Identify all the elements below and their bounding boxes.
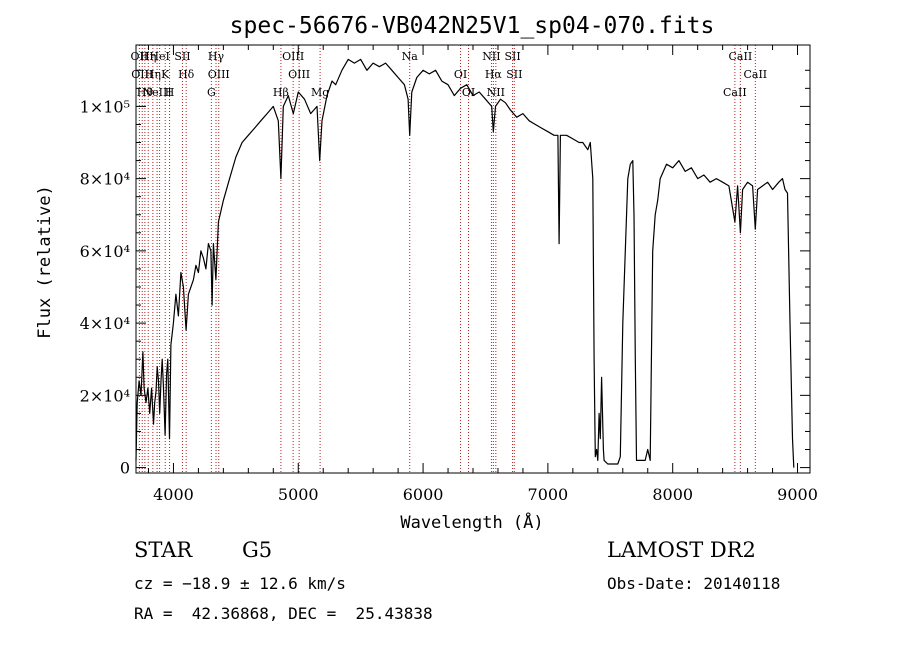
spectral-line-label: Mg xyxy=(311,86,329,99)
x-tick-label: 6000 xyxy=(403,485,444,504)
spectral-line-label: H xyxy=(165,86,175,99)
spectral-line-label: OIII xyxy=(282,50,304,63)
x-tick-label: 4000 xyxy=(153,485,194,504)
spectral-line-label: SII xyxy=(504,50,520,63)
spectral-line-label: SII xyxy=(174,50,190,63)
y-tick-label: 2×10⁴ xyxy=(80,386,130,405)
y-tick-label: 0 xyxy=(120,459,130,478)
chart-title: spec-56676-VB042N25V1_sp04-070.fits xyxy=(230,13,715,39)
coordinates-text: RA = 42.36868, DEC = 25.43838 xyxy=(134,604,433,623)
x-tick-label: 8000 xyxy=(652,485,693,504)
spectrum-series xyxy=(135,58,795,468)
x-tick-label: 5000 xyxy=(278,485,319,504)
spectral-line-label: Na xyxy=(402,50,419,63)
spectral-line-label: G xyxy=(207,86,216,99)
spectral-line-label: SII xyxy=(506,68,522,81)
object-subclass: G5 xyxy=(242,538,273,562)
spectral-line-label: Hθ xyxy=(137,86,154,99)
spectral-line-label: OIII xyxy=(208,68,230,81)
spectral-line-label: Hγ xyxy=(208,50,225,63)
plot-frame xyxy=(135,44,811,474)
spectral-line-labels: OII OIII Hθ Hη Hη NeIII HeI KH SII Hδ G Hγ OIII Hβ OII… xyxy=(131,50,768,99)
y-tick-label: 4×10⁴ xyxy=(80,314,130,333)
spectral-line-label: Hη xyxy=(145,68,161,81)
spectral-line-label: CaII xyxy=(743,68,767,81)
spectral-line-label: OI xyxy=(454,68,467,81)
spectral-line-label: Hη xyxy=(140,50,156,63)
y-axis-label: Flux (relative) xyxy=(35,185,55,339)
spectral-line-label: CaII xyxy=(729,50,753,63)
x-axis: 4000 5000 6000 7000 8000 9000 xyxy=(147,45,818,504)
spectral-line-label: NeIII xyxy=(143,86,172,99)
x-tick-label: 9000 xyxy=(777,485,818,504)
obs-date-text: Obs-Date: 20140118 xyxy=(607,574,781,593)
spectral-line-label: OIII xyxy=(288,68,310,81)
spectral-line-label: Hδ xyxy=(178,68,195,81)
x-tick-label: 7000 xyxy=(528,485,569,504)
spectrum-line xyxy=(135,58,795,468)
spectral-line-label: OIII xyxy=(131,68,153,81)
spectral-line-label: HeI xyxy=(149,50,169,63)
spectral-line-label: NII xyxy=(482,50,500,63)
x-axis-label: Wavelength (Å) xyxy=(400,511,543,533)
y-tick-label: 6×10⁴ xyxy=(80,242,130,261)
object-class: STAR xyxy=(134,538,193,562)
redshift-text: cz = −18.9 ± 12.6 km/s xyxy=(134,574,346,593)
spectral-line-markers xyxy=(138,45,756,473)
spectral-line-label: OII xyxy=(131,50,149,63)
spectral-line-label: OI xyxy=(462,86,475,99)
y-tick-label: 1×10⁵ xyxy=(80,97,130,116)
spectral-line-label: Hβ xyxy=(273,86,289,99)
y-tick-label: 8×10⁴ xyxy=(80,170,130,189)
survey-name: LAMOST DR2 xyxy=(607,538,756,562)
spectral-line-label: K xyxy=(161,68,170,81)
spectral-line-label: Hα xyxy=(485,68,503,81)
spectral-line-label: NII xyxy=(487,86,505,99)
spectral-line-label: CaII xyxy=(723,86,747,99)
y-axis: 0 2×10⁴ 4×10⁴ 6×10⁴ 8×10⁴ 1×10⁵ xyxy=(80,69,810,478)
